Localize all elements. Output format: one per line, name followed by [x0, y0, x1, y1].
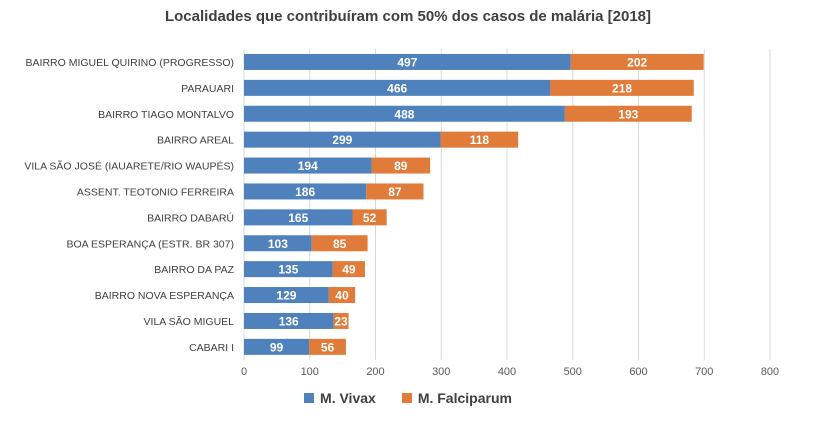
- x-tick-label: 300: [432, 366, 450, 378]
- bar-falciparum: [550, 79, 694, 96]
- bar-vivax: [244, 183, 367, 200]
- data-label-falciparum: 202: [627, 55, 647, 69]
- bar-falciparum: [564, 105, 692, 122]
- bar-falciparum: [332, 261, 365, 278]
- x-tick-label: 200: [366, 366, 384, 378]
- legend-label-falciparum: M. Falciparum: [417, 390, 512, 406]
- data-label-vivax: 194: [298, 159, 318, 173]
- chart-title: Localidades que contribuíram com 50% dos…: [164, 8, 651, 25]
- category-label: BAIRRO TIAGO MONTALVO: [98, 109, 234, 121]
- data-label-vivax: 99: [270, 340, 284, 354]
- category-label: VILA SÃO MIGUEL: [144, 315, 235, 328]
- x-tick-label: 400: [498, 366, 516, 378]
- x-tick-label: 800: [761, 366, 779, 378]
- data-label-falciparum: 23: [334, 314, 348, 328]
- data-label-vivax: 165: [288, 211, 308, 225]
- data-label-vivax: 497: [397, 55, 417, 69]
- data-label-falciparum: 193: [618, 107, 638, 121]
- data-label-falciparum: 52: [363, 211, 377, 225]
- bar-vivax: [244, 261, 333, 278]
- legend-swatch-vivax: [304, 393, 315, 403]
- bar-falciparum: [371, 157, 431, 174]
- bar-falciparum: [328, 287, 356, 304]
- bar-vivax: [244, 312, 334, 329]
- data-label-vivax: 136: [279, 314, 299, 328]
- bar-falciparum: [440, 131, 519, 148]
- category-label: BAIRRO NOVA ESPERANÇA: [95, 290, 234, 302]
- bar-vivax: [244, 235, 312, 252]
- legend-item-falciparum: M. Falciparum: [401, 390, 512, 406]
- bar-vivax: [244, 105, 565, 122]
- bar-falciparum: [352, 209, 387, 226]
- data-label-vivax: 488: [394, 107, 414, 121]
- category-label: BAIRRO MIGUEL QUIRINO (PROGRESSO): [26, 57, 234, 69]
- bar-vivax: [244, 131, 441, 148]
- category-label: ASSENT. TEOTONIO FERREIRA: [77, 186, 234, 198]
- data-label-falciparum: 118: [470, 133, 490, 147]
- legend-label-vivax: M. Vivax: [320, 390, 376, 406]
- data-label-falciparum: 87: [388, 185, 402, 199]
- data-label-falciparum: 89: [394, 159, 408, 173]
- bar-falciparum: [333, 312, 349, 329]
- bar-vivax: [244, 338, 310, 355]
- data-label-vivax: 129: [276, 289, 296, 303]
- bar-vivax: [244, 157, 372, 174]
- x-tick-label: 100: [301, 366, 319, 378]
- bar-falciparum: [366, 183, 424, 200]
- category-label: CABARI I: [189, 342, 234, 354]
- category-label: BAIRRO DABARÚ: [147, 211, 234, 224]
- category-label: PARAUARI: [181, 83, 234, 95]
- data-label-falciparum: 218: [612, 81, 632, 95]
- x-tick-label: 0: [241, 366, 247, 378]
- data-label-vivax: 186: [295, 185, 315, 199]
- category-label: VILA SÃO JOSÉ (IAUARETE/RIO WAUPÉS): [24, 160, 234, 173]
- category-label: BOA ESPERANÇA (ESTR. BR 307): [67, 238, 234, 250]
- bar-falciparum: [311, 235, 368, 252]
- data-label-falciparum: 85: [333, 237, 347, 251]
- x-tick-label: 500: [564, 366, 582, 378]
- legend-swatch-falciparum: [401, 393, 412, 403]
- bar-vivax: [244, 53, 571, 70]
- legend-item-vivax: M. Vivax: [304, 390, 376, 406]
- category-label: BAIRRO DA PAZ: [154, 264, 234, 276]
- data-label-vivax: 466: [387, 81, 407, 95]
- x-tick-label: 700: [695, 366, 713, 378]
- data-label-falciparum: 56: [321, 340, 335, 354]
- category-label: BAIRRO AREAL: [157, 135, 234, 147]
- bar-vivax: [244, 209, 353, 226]
- data-label-falciparum: 49: [342, 263, 356, 277]
- bar-vivax: [244, 287, 329, 304]
- data-label-vivax: 103: [268, 237, 288, 251]
- data-label-vivax: 299: [332, 133, 352, 147]
- x-tick-label: 600: [629, 366, 647, 378]
- data-label-falciparum: 40: [335, 289, 349, 303]
- bar-vivax: [244, 79, 551, 96]
- bar-falciparum: [309, 338, 346, 355]
- data-label-vivax: 135: [278, 263, 298, 277]
- legend: M. Vivax M. Falciparum: [0, 390, 816, 406]
- bar-falciparum: [570, 53, 704, 70]
